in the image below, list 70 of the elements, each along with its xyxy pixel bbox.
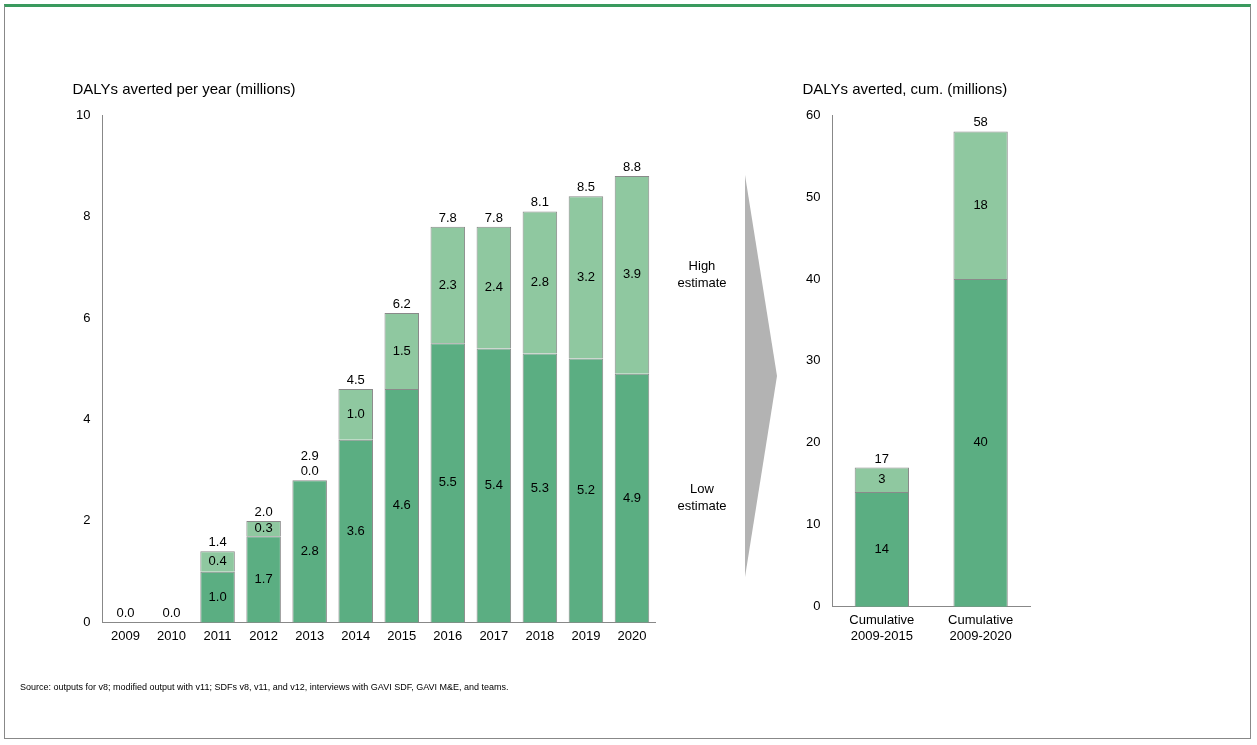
data-label: 0.4 <box>208 553 227 569</box>
total-label: 8.1 <box>530 194 549 210</box>
data-label: 1.0 <box>346 405 365 421</box>
chart-title: DALYs averted, cum. (millions) <box>802 79 1008 97</box>
x-tick-label: 2011 <box>203 627 232 643</box>
x-tick-label: Cumulative 2009-2020 <box>948 612 1014 643</box>
data-label: 1.5 <box>392 342 411 358</box>
total-label: 2.9 <box>300 448 319 464</box>
total-label: 0.0 <box>116 605 135 621</box>
data-label: 5.3 <box>530 479 549 495</box>
data-label: 3.9 <box>622 266 642 282</box>
data-label: 2.3 <box>438 276 457 292</box>
data-label: 2.8 <box>530 274 549 290</box>
data-label: 2.8 <box>300 542 319 558</box>
data-label: 4.9 <box>622 489 642 505</box>
data-label: 14 <box>874 541 890 556</box>
y-tick-label: 0 <box>83 613 91 629</box>
x-tick-label: 2009 <box>111 627 140 643</box>
x-tick-label: Cumulative 2009-2015 <box>849 612 915 643</box>
data-label: 40 <box>973 434 988 450</box>
x-tick-label: 2018 <box>525 627 555 643</box>
y-tick-label: 50 <box>805 188 821 204</box>
total-label: 6.2 <box>392 295 411 311</box>
total-label: 4.5 <box>346 372 365 388</box>
total-label: 58 <box>973 114 988 130</box>
data-label: 18 <box>973 196 988 212</box>
total-label: 8.8 <box>622 158 642 174</box>
data-label: 2.4 <box>484 279 503 295</box>
total-label: 7.8 <box>484 209 503 225</box>
data-label: 3 <box>878 471 886 487</box>
total-label: 17 <box>874 450 890 466</box>
data-label: 4.6 <box>392 497 411 513</box>
total-label: 2.0 <box>254 504 273 519</box>
total-label: 8.5 <box>576 179 595 195</box>
data-label: 5.5 <box>438 474 457 490</box>
data-label: 5.2 <box>576 482 595 498</box>
chart-title: DALYs averted per year (millions) <box>72 79 296 97</box>
y-tick-label: 20 <box>805 434 821 450</box>
data-label: 1.7 <box>254 570 273 586</box>
y-tick-label: 2 <box>83 512 91 528</box>
y-tick-label: 60 <box>805 106 821 122</box>
x-tick-label: 2016 <box>433 627 463 643</box>
data-label: 3.6 <box>346 522 365 538</box>
text: Low estimate <box>677 481 727 514</box>
x-tick-label: 2012 <box>249 627 279 643</box>
x-tick-label: 2017 <box>479 627 509 643</box>
x-tick-label: 2013 <box>295 627 325 643</box>
x-tick-label: 2019 <box>571 627 601 643</box>
data-label: 1.0 <box>208 588 227 604</box>
y-tick-label: 6 <box>83 309 91 325</box>
x-tick-label: 2014 <box>341 627 371 643</box>
data-label: 0.0 <box>300 463 319 479</box>
y-tick-label: 10 <box>805 516 821 532</box>
data-label: 0.3 <box>254 520 273 536</box>
y-tick-label: 4 <box>83 411 91 427</box>
total-label: 0.0 <box>162 605 181 621</box>
total-label: 7.8 <box>438 209 457 225</box>
x-tick-label: 2020 <box>617 627 647 643</box>
text: High estimate <box>677 257 727 290</box>
data-label: 5.4 <box>484 476 503 492</box>
y-tick-label: 30 <box>805 352 821 368</box>
source-note: Source: outputs for v8; modified output with v11; SDFs v8, v11, and v12, interviews with GAVI SDF, GAVI M&E, and teams. <box>20 682 510 692</box>
y-tick-label: 40 <box>805 270 821 286</box>
x-tick-label: 2010 <box>157 627 186 643</box>
y-tick-label: 8 <box>83 208 91 224</box>
data-label: 3.2 <box>576 268 595 284</box>
y-tick-label: 10 <box>75 106 91 122</box>
total-label: 1.4 <box>208 534 227 550</box>
x-tick-label: 2015 <box>387 627 417 643</box>
y-tick-label: 0 <box>813 598 821 614</box>
